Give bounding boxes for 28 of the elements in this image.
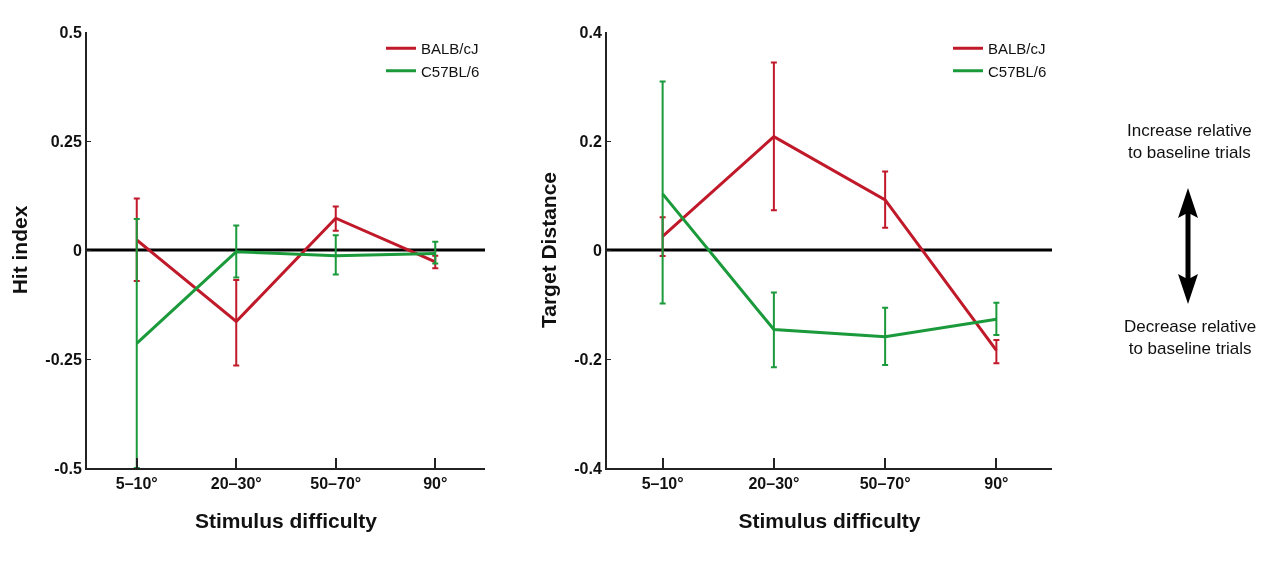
legend-label: C57BL/6 [988,62,1047,80]
y-tick-label: 0 [72,241,82,259]
x-tick-label: 90° [984,475,1009,493]
y-tick-label: 0.2 [579,132,602,150]
y-axis-title: Target Distance [536,172,560,328]
y-axis-title: Hit index [7,205,31,295]
legend-label: BALB/cJ [988,40,1046,58]
legend-label: BALB/cJ [421,40,479,58]
x-tick-label: 90° [423,475,448,493]
text: Increase relative to baseline trials [1127,121,1252,163]
x-axis-title: Stimulus difficulty [738,508,921,532]
x-tick-label: 50–70° [859,475,911,493]
x-tick-label: 5–10° [115,475,158,493]
x-tick-label: 50–70° [310,475,362,493]
y-tick-label: -0.5 [54,459,82,477]
x-axis-title: Stimulus difficulty [194,508,378,532]
y-tick-label: -0.2 [574,350,602,368]
x-tick-label: 20–30° [210,475,262,493]
y-tick-label: 0.4 [579,23,602,41]
y-tick-label: 0 [592,241,602,259]
x-tick-label: 20–30° [748,475,800,493]
y-tick-label: -0.25 [45,350,82,368]
x-tick-label: 5–10° [641,475,684,493]
y-tick-label: 0.5 [59,23,82,41]
text: Decrease relative to baseline trials [1124,317,1257,359]
y-tick-label: -0.4 [574,459,602,477]
legend-label: C57BL/6 [421,62,480,80]
y-tick-label: 0.25 [50,132,82,150]
